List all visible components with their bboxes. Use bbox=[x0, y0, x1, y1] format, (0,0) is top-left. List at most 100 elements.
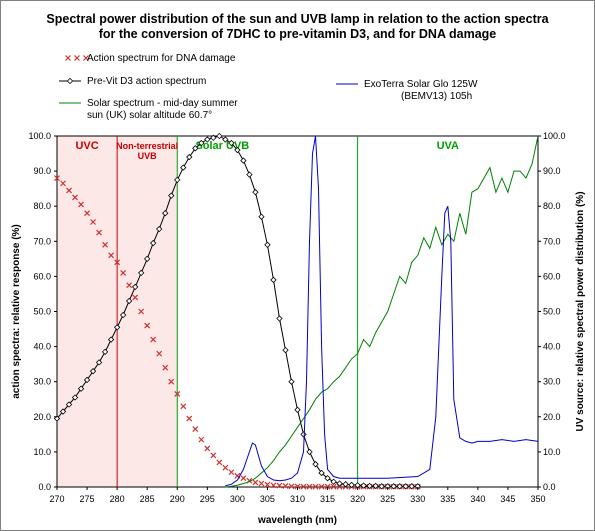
y-right-tick-label-8: 80.0 bbox=[543, 201, 561, 211]
previt-point-43 bbox=[312, 461, 319, 468]
dna-point-8 bbox=[102, 241, 109, 248]
previt-point-54 bbox=[378, 483, 385, 490]
y-right-tick-label-4: 40.0 bbox=[543, 342, 561, 352]
legend-dna-marker-2 bbox=[83, 55, 89, 61]
previt-point-31 bbox=[240, 157, 247, 164]
previt-point-15 bbox=[144, 255, 151, 263]
x-tick-label-7: 305 bbox=[260, 494, 275, 504]
legend-text-solar-0: Solar spectrum - mid-day summer bbox=[87, 98, 238, 109]
previt-point-58 bbox=[402, 483, 409, 490]
previt-point-8 bbox=[101, 348, 109, 356]
previt-point-27 bbox=[216, 132, 223, 140]
dna-point-15 bbox=[144, 322, 151, 329]
dna-point-30-b bbox=[234, 472, 241, 479]
previt-point-6 bbox=[89, 368, 97, 375]
dna-point-16 bbox=[150, 336, 157, 343]
legend-entry-previt: Pre-Vit D3 action spectrum bbox=[59, 76, 206, 87]
dna-point-5 bbox=[84, 210, 90, 217]
y-left-tick-label-0: 0.0 bbox=[38, 482, 51, 492]
previt-point-26 bbox=[210, 134, 217, 141]
previt-point-35 bbox=[264, 241, 271, 248]
previt-point-19 bbox=[168, 192, 175, 199]
y-right-tick-label-1: 10.0 bbox=[543, 447, 561, 457]
y-right-tick-label-10: 100.0 bbox=[543, 131, 566, 141]
dna-point-25-b bbox=[204, 445, 211, 452]
y-right-tick-label-0: 0.0 bbox=[543, 482, 556, 492]
dna-point-1-b bbox=[60, 180, 66, 187]
dna-point-23-b bbox=[192, 426, 199, 433]
dna-point-34-b bbox=[258, 480, 265, 487]
previt-point-13 bbox=[131, 283, 139, 291]
previt-point-39 bbox=[288, 378, 295, 385]
previt-point-42 bbox=[306, 448, 313, 456]
dna-point-11 bbox=[120, 269, 127, 276]
dna-point-45-b bbox=[324, 483, 331, 490]
x-tick-label-12: 330 bbox=[410, 494, 425, 504]
dna-point-13-b bbox=[132, 294, 139, 301]
y-right-tick-label-2: 20.0 bbox=[543, 412, 561, 422]
dna-point-17-b bbox=[156, 350, 163, 357]
legend-text-previt-0: Pre-Vit D3 action spectrum bbox=[87, 76, 206, 87]
previt-point-23 bbox=[192, 145, 199, 152]
x-tick-label-9: 315 bbox=[320, 494, 335, 504]
x-tick-label-0: 270 bbox=[49, 494, 64, 504]
previt-point-44 bbox=[318, 469, 325, 477]
dna-point-45 bbox=[324, 483, 331, 490]
x-tick-label-14: 340 bbox=[470, 494, 485, 504]
dna-point-41-b bbox=[300, 483, 307, 490]
previt-point-38 bbox=[282, 346, 289, 354]
previt-point-37 bbox=[276, 315, 283, 322]
previt-point-46 bbox=[330, 478, 337, 485]
previt-point-51 bbox=[360, 482, 367, 489]
series-layer bbox=[53, 132, 539, 490]
dna-point-24 bbox=[198, 436, 205, 443]
y-left-tick-label-3: 30.0 bbox=[33, 377, 51, 387]
previt-point-41 bbox=[300, 431, 307, 438]
previt-point-34 bbox=[258, 213, 265, 220]
series-lamp bbox=[225, 135, 539, 487]
dna-point-43 bbox=[312, 483, 319, 490]
x-tick-label-13: 335 bbox=[440, 494, 455, 504]
dna-point-5-b bbox=[84, 210, 90, 217]
dna-point-0 bbox=[54, 175, 60, 182]
previt-point-59 bbox=[408, 483, 415, 490]
dna-point-40-b bbox=[294, 483, 301, 490]
dna-point-2-b bbox=[66, 187, 72, 194]
previt-point-14 bbox=[138, 269, 145, 277]
previt-point-49 bbox=[348, 481, 355, 489]
dna-point-15-b bbox=[144, 322, 151, 329]
previt-point-45 bbox=[324, 475, 331, 482]
x-tick-label-1: 275 bbox=[80, 494, 95, 504]
dna-point-28 bbox=[222, 464, 229, 471]
dna-point-3 bbox=[72, 194, 78, 201]
dna-point-17 bbox=[156, 350, 163, 357]
dna-point-31 bbox=[240, 475, 247, 482]
previt-point-12 bbox=[125, 297, 133, 305]
region-label-0: UVC bbox=[75, 140, 98, 152]
dna-point-12-b bbox=[126, 282, 133, 289]
previt-point-53 bbox=[372, 482, 379, 490]
dna-point-33 bbox=[252, 479, 259, 486]
dna-point-46-b bbox=[330, 483, 337, 490]
dna-point-22-b bbox=[186, 415, 193, 422]
previt-point-9 bbox=[107, 336, 115, 343]
previt-point-16 bbox=[150, 239, 157, 247]
dna-point-8-b bbox=[102, 241, 109, 248]
previt-point-20 bbox=[174, 176, 181, 184]
previt-point-28 bbox=[222, 136, 229, 143]
dna-point-29 bbox=[228, 469, 235, 476]
dna-point-0-b bbox=[54, 175, 60, 182]
y-left-tick-label-1: 10.0 bbox=[33, 447, 51, 457]
x-tick-label-11: 325 bbox=[380, 494, 395, 504]
chart-title-line-2: for the conversion of 7DHC to pre-vitami… bbox=[98, 27, 497, 41]
x-tick-label-2: 280 bbox=[110, 494, 125, 504]
dna-point-19 bbox=[168, 378, 175, 385]
dna-point-38-b bbox=[282, 483, 289, 489]
dna-point-40 bbox=[294, 483, 301, 490]
x-tick-label-3: 285 bbox=[140, 494, 155, 504]
dna-point-36-b bbox=[270, 482, 277, 489]
legend-previt-marker bbox=[66, 77, 74, 85]
dna-point-21 bbox=[180, 403, 187, 410]
dna-point-7 bbox=[96, 229, 103, 236]
dna-point-24-b bbox=[198, 436, 205, 443]
